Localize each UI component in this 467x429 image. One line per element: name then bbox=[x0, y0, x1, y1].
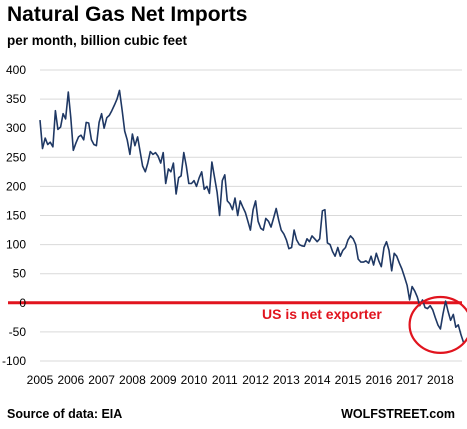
y-tick-label: 50 bbox=[13, 267, 27, 281]
series-line bbox=[39, 89, 465, 343]
x-tick-label: 2006 bbox=[57, 373, 84, 387]
x-tick-label: 2015 bbox=[335, 373, 362, 387]
net-exporter-annotation: US is net exporter bbox=[262, 306, 382, 322]
annotation-layer bbox=[408, 295, 467, 354]
chart-subtitle: per month, billion cubic feet bbox=[7, 33, 188, 48]
x-axis-ticks: 2005 2006 2007 2008 2009 2010 2011 2012 2013 2014… bbox=[27, 373, 454, 387]
annotation-circle bbox=[408, 295, 467, 354]
x-tick-label: 2013 bbox=[273, 373, 300, 387]
y-tick-label: 300 bbox=[6, 121, 26, 135]
x-tick-label: 2014 bbox=[304, 373, 331, 387]
y-tick-label: 400 bbox=[6, 63, 26, 77]
wolfstreet-watermark: WOLFSTREET.com bbox=[341, 407, 455, 421]
series-layer bbox=[39, 89, 465, 343]
x-tick-label: 2012 bbox=[242, 373, 269, 387]
x-tick-label: 2011 bbox=[212, 373, 238, 387]
y-tick-label: 150 bbox=[6, 209, 26, 223]
source-note: Source of data: EIA bbox=[7, 407, 123, 421]
y-tick-label: 250 bbox=[6, 150, 26, 164]
y-tick-label: 350 bbox=[6, 92, 26, 106]
x-tick-label: 2008 bbox=[119, 373, 146, 387]
y-tick-label: -100 bbox=[2, 354, 26, 368]
y-tick-label: 0 bbox=[19, 296, 26, 310]
grid-lines bbox=[8, 69, 462, 362]
chart-title: Natural Gas Net Imports bbox=[7, 3, 248, 26]
y-tick-label: 200 bbox=[6, 179, 26, 193]
y-axis-ticks: 400 350 300 250 200 150 100 50 0 -50 -100 bbox=[2, 63, 26, 368]
y-tick-label: -50 bbox=[9, 325, 27, 339]
x-tick-label: 2005 bbox=[27, 373, 54, 387]
y-tick-label: 100 bbox=[6, 238, 26, 252]
x-tick-label: 2009 bbox=[150, 373, 177, 387]
x-tick-label: 2010 bbox=[181, 373, 208, 387]
x-tick-label: 2017 bbox=[396, 373, 423, 387]
x-tick-label: 2007 bbox=[88, 373, 115, 387]
x-tick-label: 2018 bbox=[427, 373, 454, 387]
x-tick-label: 2016 bbox=[365, 373, 392, 387]
